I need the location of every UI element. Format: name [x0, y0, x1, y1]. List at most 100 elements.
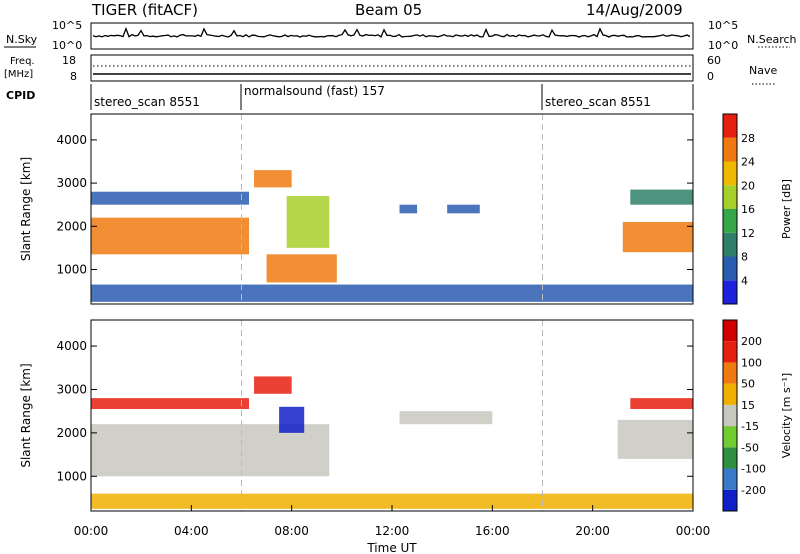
- power-echo-region-1: [91, 191, 250, 205]
- velocity-colorbar-label-2: 50: [741, 378, 755, 391]
- cpid-segment-3: stereo_scan 8551: [545, 95, 651, 109]
- velocity-echo-region-4: [399, 411, 493, 425]
- xtick-label-6: 00:00: [676, 524, 711, 538]
- power-ylabel: Slant Range [km]: [19, 157, 33, 261]
- nave-tick-bottom: 0: [707, 70, 714, 83]
- velocity-ylabel: Slant Range [km]: [19, 363, 33, 467]
- velocity-colorbar-swatch-3: [723, 426, 737, 448]
- nsky-right-tick-bottom: 10^0: [708, 39, 738, 52]
- nsearch-label: N.Search: [747, 33, 797, 46]
- power-plot-area: [91, 114, 693, 304]
- power-colorbar-swatch-0: [723, 280, 737, 304]
- velocity-colorbar-label-7: -200: [741, 484, 766, 497]
- date-label: 14/Aug/2009: [586, 1, 683, 19]
- velocity-echo-region-5: [617, 419, 693, 459]
- power-colorbar-title: Power [dB]: [780, 179, 793, 239]
- velocity-colorbar-swatch-5: [723, 383, 737, 405]
- power-echo-region-9: [91, 284, 693, 302]
- xtick-label-2: 08:00: [274, 524, 309, 538]
- nave-label: Nave: [749, 64, 777, 77]
- velocity-plot-area: [91, 320, 693, 511]
- nsky-panel: [90, 22, 694, 50]
- xtick-label-1: 04:00: [174, 524, 209, 538]
- power-colorbar-label-2: 12: [741, 227, 755, 240]
- power-colorbar-swatch-3: [723, 209, 737, 233]
- nsky-trace: [92, 26, 691, 38]
- velocity-echo-region-3: [279, 406, 305, 433]
- power-panel: 1000 2000 3000 4000 Slant Range [km]: [19, 113, 694, 305]
- velocity-ytick-label-1: 2000: [56, 426, 87, 440]
- x-axis-title: Time UT: [366, 541, 417, 554]
- power-colorbar-swatch-6: [723, 137, 737, 162]
- power-echo-region-0: [91, 217, 250, 255]
- freq-tick-bottom: 8: [70, 70, 77, 83]
- power-echo-region-4: [286, 196, 330, 248]
- velocity-colorbar-swatch-7: [723, 341, 737, 363]
- power-ytick-label-3: 4000: [56, 133, 87, 147]
- power-echo-region-5: [399, 204, 418, 214]
- velocity-colorbar-swatch-1: [723, 468, 737, 490]
- velocity-colorbar-label-4: -15: [741, 420, 759, 433]
- velocity-colorbar-label-5: -50: [741, 441, 759, 454]
- velocity-echo-region-6: [630, 398, 693, 409]
- velocity-colorbar-swatch-0: [723, 489, 737, 511]
- cpid-segment-2: normalsound (fast) 157: [244, 84, 385, 98]
- nsky-right-tick-top: 10^5: [708, 19, 738, 32]
- nsky-tick-top: 10^5: [52, 19, 82, 32]
- power-colorbar-label-3: 16: [741, 203, 755, 216]
- velocity-colorbar-title: Velocity [m s⁻¹]: [780, 373, 793, 458]
- power-ytick-label-0: 1000: [56, 262, 87, 276]
- velocity-colorbar-frame: [722, 319, 738, 512]
- velocity-panel: 1000 2000 3000 4000 Slant Range [km]: [19, 319, 694, 512]
- power-colorbar: 4 8 12 16 20 24 28 Power [dB]: [722, 113, 793, 305]
- power-colorbar-label-1: 8: [741, 251, 748, 264]
- nave-tick-top: 60: [707, 54, 721, 67]
- velocity-ytick-label-0: 1000: [56, 469, 87, 483]
- power-echo-region-6: [447, 204, 480, 214]
- power-echo-region-7: [622, 221, 693, 253]
- power-colorbar-swatch-2: [723, 232, 737, 257]
- cpid-segment-1: stereo_scan 8551: [94, 95, 200, 109]
- velocity-colorbar-swatch-2: [723, 447, 737, 469]
- xtick-label-3: 12:00: [375, 524, 410, 538]
- velocity-echo-region-2: [254, 376, 292, 394]
- power-colorbar-frame: [722, 113, 738, 305]
- velocity-colorbar-swatch-4: [723, 404, 737, 427]
- radar-title: TIGER (fitACF): [91, 1, 198, 19]
- power-frame: [90, 113, 694, 305]
- xtick-label-0: 00:00: [74, 524, 109, 538]
- power-ytick-label-1: 2000: [56, 219, 87, 233]
- nsky-tick-bottom: 10^0: [52, 39, 82, 52]
- time-axis: 00:00 04:00 08:00 12:00 16:00 20:00 00:00: [74, 505, 711, 538]
- velocity-echo-region-1: [91, 424, 330, 477]
- power-echo-region-3: [266, 254, 337, 283]
- cpid-label: CPID: [6, 89, 35, 102]
- power-colorbar-swatch-1: [723, 256, 737, 281]
- power-colorbar-swatch-4: [723, 185, 737, 209]
- velocity-colorbar-label-6: -100: [741, 463, 766, 476]
- power-colorbar-label-6: 28: [741, 132, 755, 145]
- velocity-colorbar-label-1: 100: [741, 356, 762, 369]
- freq-tick-top: 18: [62, 54, 76, 67]
- xtick-label-5: 20:00: [575, 524, 610, 538]
- beam-label: Beam 05: [355, 1, 422, 19]
- power-colorbar-label-0: 4: [741, 274, 748, 287]
- velocity-ytick-label-3: 4000: [56, 339, 87, 353]
- velocity-echo-region-0: [91, 398, 250, 409]
- power-echo-region-8: [630, 189, 693, 205]
- power-ytick-label-2: 3000: [56, 176, 87, 190]
- velocity-colorbar: 200 100 50 15 -15 -50 -100 -200 Velocity [m s⁻¹]: [722, 319, 793, 512]
- velocity-colorbar-swatch-6: [723, 362, 737, 384]
- freq-label: Freq.: [10, 56, 35, 67]
- power-colorbar-swatch-5: [723, 161, 737, 186]
- velocity-colorbar-label-0: 200: [741, 335, 762, 348]
- freq-panel: [90, 54, 694, 82]
- xtick-label-4: 16:00: [475, 524, 510, 538]
- freq-unit: [MHz]: [4, 69, 33, 80]
- power-echo-region-2: [254, 170, 292, 188]
- nsky-label: N.Sky: [6, 33, 38, 46]
- velocity-colorbar-label-3: 15: [741, 399, 755, 412]
- velocity-colorbar-swatch-8: [723, 320, 737, 342]
- power-colorbar-label-5: 24: [741, 156, 755, 169]
